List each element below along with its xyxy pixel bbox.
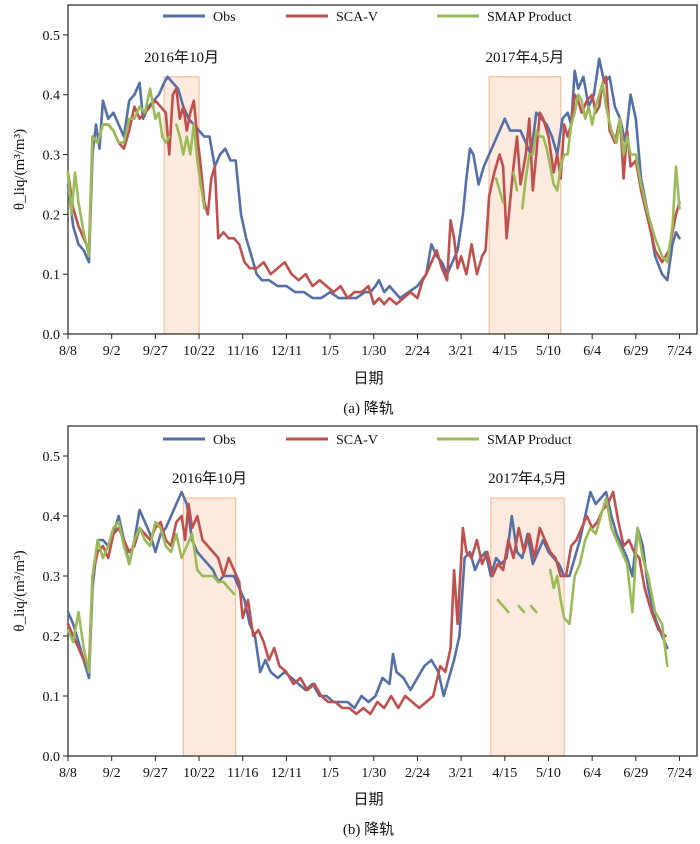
highlight-region [163,76,200,335]
x-tick-label: 12/11 [271,344,302,359]
x-tick-label: 6/29 [623,766,648,781]
x-tick-label: 8/8 [59,766,77,781]
y-tick-label: 0.3 [43,570,61,585]
x-tick-label: 7/24 [667,344,692,359]
y-tick-label: 0.1 [43,268,61,283]
x-tick-label: 9/2 [103,766,121,781]
series-line-sca-v [66,490,667,716]
x-tick-label: 5/10 [536,766,561,781]
x-tick-label: 3/21 [449,344,474,359]
x-tick-label: 9/27 [143,344,168,359]
x-tick-label: 1/30 [361,766,386,781]
x-tick-label: 2/24 [405,766,430,781]
x-tick-label: 9/27 [143,766,168,781]
x-tick-label: 6/29 [623,344,648,359]
y-tick-label: 0.3 [43,149,61,164]
y-axis-title: θ_liq/(m³/m³) [12,129,28,210]
legend-label: SCA-V [336,433,378,448]
y-tick-label: 0.1 [43,690,61,705]
x-tick-label: 11/16 [227,766,258,781]
x-tick-label: 1/5 [321,766,339,781]
x-tick-label: 10/22 [183,766,215,781]
x-axis-title: 日期 [353,370,383,387]
chart-panel-b: 0.0 0.1 0.2 0.3 0.4 0.5 8/8 9/2 9/27 10/22 11/16 12… [12,425,698,838]
legend-label: SMAP Product [487,433,572,448]
y-tick-label: 0.2 [43,630,61,645]
x-tick-label: 6/4 [583,766,601,781]
plot-frame [67,425,698,757]
y-tick-label: 0.2 [43,208,61,223]
annotation-label: 2017年4,5月 [486,49,565,66]
series-line-smap-product [66,496,669,674]
annotation-label: 2017年4,5月 [488,470,567,487]
y-tick-label: 0.5 [43,29,61,44]
legend-label: Obs [213,433,236,448]
series-line-obs [66,57,681,300]
x-tick-label: 5/10 [536,344,561,359]
x-tick-label: 12/11 [271,766,302,781]
annotation-label: 2016年10月 [144,49,219,66]
annotation-label: 2016年10月 [172,470,247,487]
plot-frame [67,4,698,335]
x-tick-label: 2/24 [405,344,430,359]
series-line-sca-v [66,75,681,306]
highlight-region [488,76,562,335]
x-tick-label: 1/30 [361,344,386,359]
x-tick-label: 3/21 [449,766,474,781]
series-line-obs [66,490,669,710]
x-tick-label: 10/22 [183,344,215,359]
chart-panel-a: 0.0 0.1 0.2 0.3 0.4 0.5 8/8 9/2 9/27 10/22 11/16 12… [12,4,698,417]
legend-label: Obs [213,10,236,25]
x-tick-label: 1/5 [321,344,339,359]
x-tick-label: 8/8 [59,344,77,359]
y-axis-title: θ_liq/(m³/m³) [12,550,28,631]
x-tick-label: 6/4 [583,344,601,359]
y-tick-label: 0.4 [43,510,61,525]
legend-label: SMAP Product [487,10,572,25]
series-line-smap-product [66,81,681,264]
y-tick-label: 0.0 [43,750,61,765]
x-tick-label: 9/2 [103,344,121,359]
x-tick-label: 7/24 [667,766,692,781]
y-tick-label: 0.0 [43,328,61,343]
panel-caption: (a) 降轨 [343,400,393,417]
y-tick-label: 0.4 [43,89,61,104]
y-tick-label: 0.5 [43,450,61,465]
x-axis-title: 日期 [353,791,383,808]
x-tick-label: 4/15 [492,766,517,781]
x-tick-label: 4/15 [492,344,517,359]
x-tick-label: 11/16 [227,344,258,359]
legend-label: SCA-V [336,10,378,25]
panel-caption: (b) 降轨 [343,821,394,838]
